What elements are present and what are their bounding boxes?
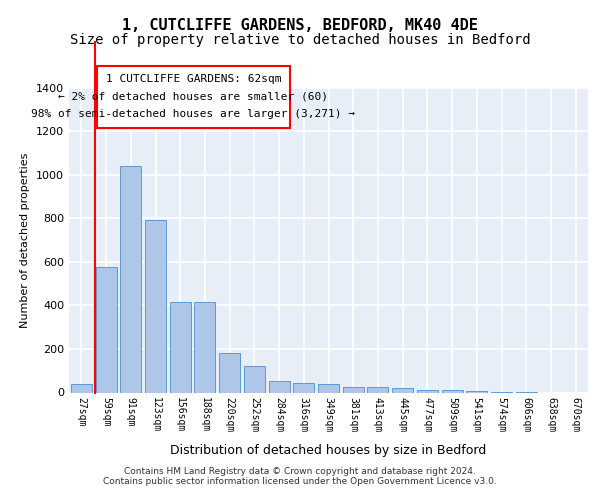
Bar [367,387,388,392]
X-axis label: Distribution of detached houses by size in Bedford: Distribution of detached houses by size … [170,444,487,456]
Bar [120,166,141,392]
Text: Size of property relative to detached houses in Bedford: Size of property relative to detached ho… [70,33,530,47]
Bar [244,366,265,392]
Bar [97,66,290,128]
Text: Contains HM Land Registry data © Crown copyright and database right 2024.: Contains HM Land Registry data © Crown c… [124,466,476,475]
Bar [318,384,339,392]
Bar [442,390,463,392]
Bar [343,387,364,392]
Text: ← 2% of detached houses are smaller (60): ← 2% of detached houses are smaller (60) [58,92,328,102]
Bar [392,388,413,392]
Text: 98% of semi-detached houses are larger (3,271) →: 98% of semi-detached houses are larger (… [31,109,355,119]
Bar [293,382,314,392]
Text: Contains public sector information licensed under the Open Government Licence v3: Contains public sector information licen… [103,478,497,486]
Bar [95,267,116,392]
Y-axis label: Number of detached properties: Number of detached properties [20,152,31,328]
Bar [269,380,290,392]
Bar [145,220,166,392]
Bar [219,354,240,393]
Bar [170,302,191,392]
Text: 1, CUTCLIFFE GARDENS, BEDFORD, MK40 4DE: 1, CUTCLIFFE GARDENS, BEDFORD, MK40 4DE [122,18,478,32]
Bar [417,390,438,392]
Bar [194,302,215,392]
Bar [71,384,92,392]
Text: 1 CUTCLIFFE GARDENS: 62sqm: 1 CUTCLIFFE GARDENS: 62sqm [106,74,281,85]
